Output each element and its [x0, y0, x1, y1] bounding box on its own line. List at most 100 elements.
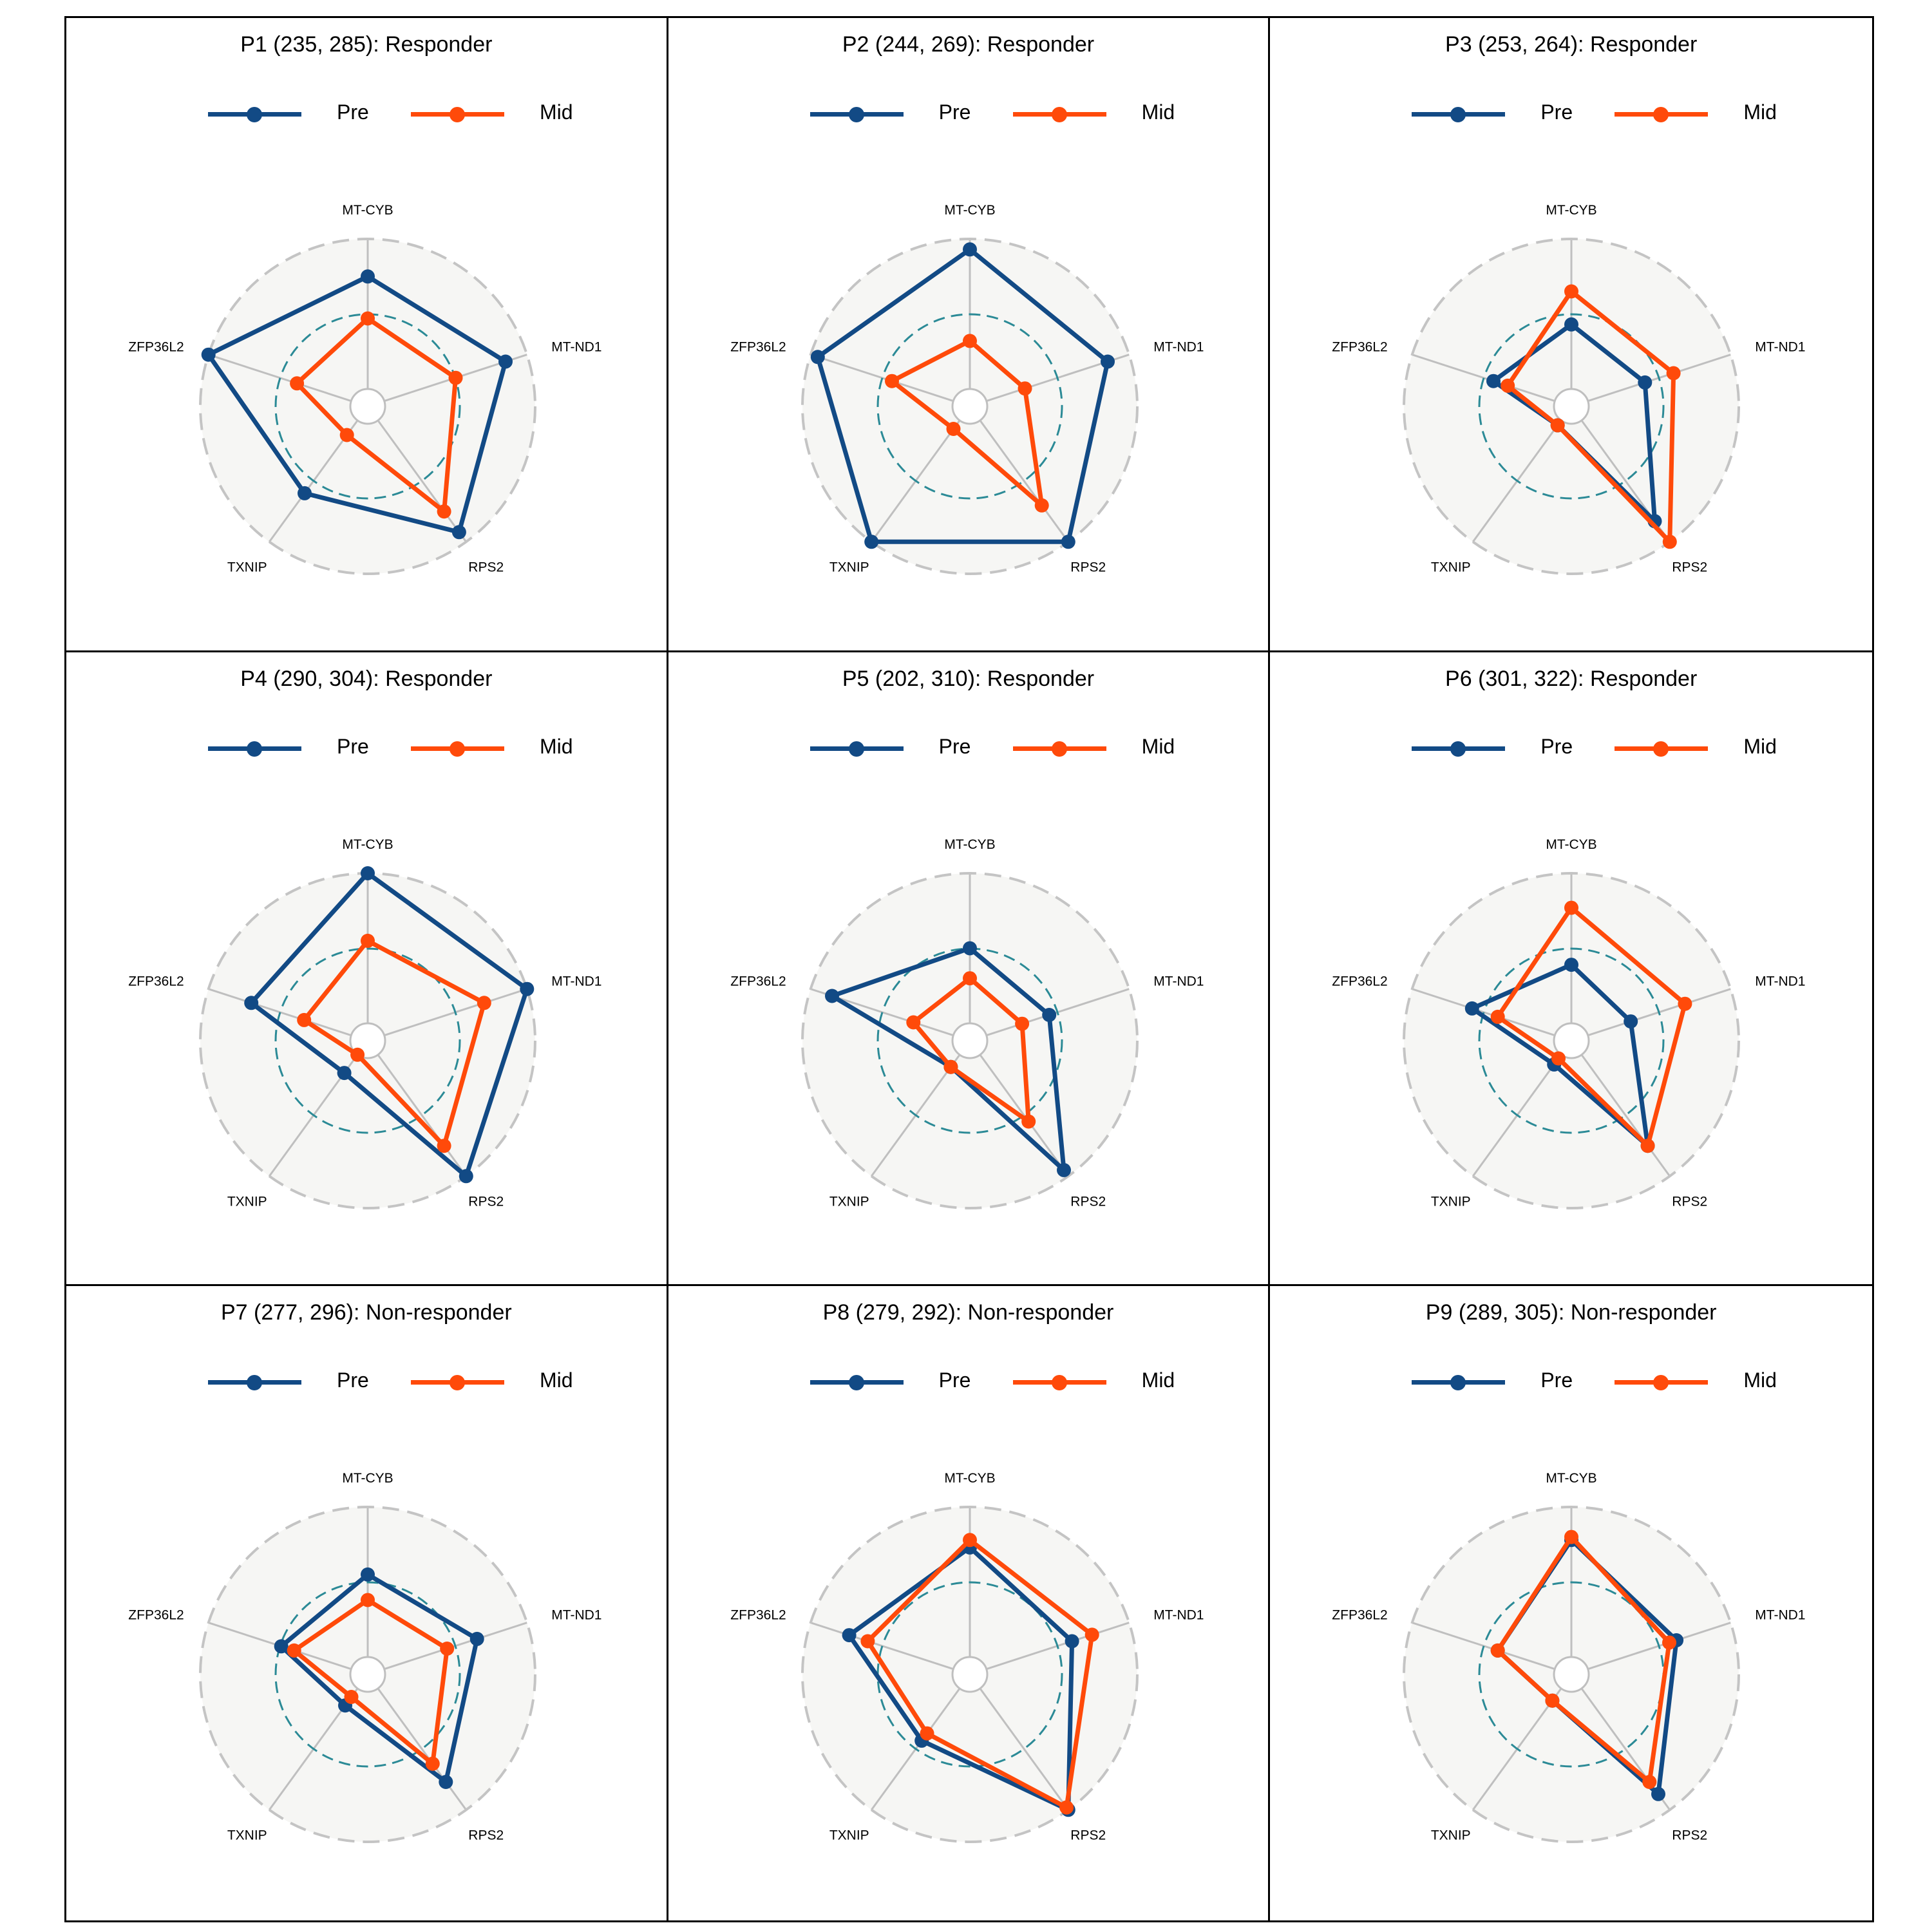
inner-dashed-ring [1478, 313, 1665, 500]
point-mid-rps2 [1642, 1775, 1657, 1790]
legend: Pre Mid [1270, 100, 1872, 126]
legend-marker-pre [247, 107, 262, 122]
series-line-mid [911, 976, 1031, 1124]
point-pre-zfp36l2 [810, 350, 825, 365]
point-mid-txnip [1545, 1694, 1560, 1709]
point-mid-mt-cyb [1564, 900, 1579, 915]
spoke-zfp36l2 [1412, 1622, 1556, 1671]
point-pre-zfp36l2 [201, 347, 216, 362]
axis-label-txnip: TXNIP [1431, 1194, 1471, 1209]
axis-label-mt-nd1: MT-ND1 [551, 339, 601, 354]
legend: Pre Mid [668, 1368, 1269, 1394]
spoke-rps2 [377, 1054, 468, 1177]
point-pre-rps2 [1651, 1787, 1666, 1802]
radar-chart: MT-CYB MT-ND1 RPS2 TXNIP ZFP36L2 [128, 837, 601, 1209]
outer-dashed-ring [800, 238, 1139, 575]
axis-label-mt-nd1: MT-ND1 [1756, 974, 1806, 989]
series-line-pre [846, 1545, 1074, 1813]
axis-label-mt-cyb: MT-CYB [342, 1471, 393, 1486]
axis-label-mt-nd1: MT-ND1 [1153, 1608, 1204, 1623]
point-mid-txnip [920, 1726, 934, 1741]
point-mid-mt-cyb [962, 334, 977, 348]
point-mid-zfp36l2 [1491, 1009, 1506, 1024]
point-mid-zfp36l2 [1501, 378, 1515, 393]
outer-dashed-ring [1403, 238, 1741, 575]
point-pre-mt-cyb [1564, 317, 1579, 332]
axis-label-txnip: TXNIP [227, 560, 267, 575]
legend-marker-pre [848, 741, 864, 757]
point-mid-rps2 [1663, 535, 1678, 549]
legend-marker-pre [848, 1375, 864, 1391]
point-mid-txnip [1551, 1051, 1566, 1066]
axis-label-mt-cyb: MT-CYB [1546, 837, 1597, 852]
axis-label-mt-cyb: MT-CYB [342, 203, 393, 218]
legend-marker-pre [247, 741, 262, 757]
inner-dashed-ring [1478, 947, 1665, 1134]
point-mid-rps2 [437, 504, 451, 519]
point-mid-txnip [946, 422, 961, 436]
legend: Pre Mid [66, 1368, 667, 1394]
point-mid-mt-cyb [361, 1593, 375, 1607]
radar-panel-9: P9 (289, 305): Non-responder Pre Mid MT-CYB… [1270, 1286, 1872, 1920]
point-pre-mt-cyb [361, 866, 375, 880]
axis-label-mt-cyb: MT-CYB [342, 837, 393, 852]
axis-label-mt-cyb: MT-CYB [1546, 1471, 1597, 1486]
legend-label-pre: Pre [337, 1368, 369, 1392]
axis-label-zfp36l2: ZFP36L2 [730, 339, 786, 354]
legend-marker-mid [450, 1375, 465, 1391]
axis-label-mt-cyb: MT-CYB [944, 1471, 995, 1486]
point-mid-rps2 [1034, 498, 1049, 513]
series-line-mid [889, 338, 1044, 508]
point-mid-txnip [344, 1690, 359, 1705]
point-pre-mt-nd1 [1624, 1014, 1638, 1028]
radar-panel-1: P1 (235, 285): Responder Pre Mid MT-CYB MT-N… [66, 18, 668, 652]
point-mid-zfp36l2 [884, 374, 899, 388]
legend-label-pre: Pre [938, 100, 971, 124]
spoke-zfp36l2 [1412, 354, 1556, 402]
outer-dashed-ring [1403, 871, 1741, 1209]
axis-label-mt-nd1: MT-ND1 [1756, 1608, 1806, 1623]
point-mid-mt-cyb [962, 1533, 977, 1548]
point-pre-txnip [298, 486, 312, 500]
point-pre-rps2 [451, 525, 466, 540]
panel-title: P8 (279, 292): Non-responder [822, 1300, 1114, 1325]
axis-label-zfp36l2: ZFP36L2 [1332, 339, 1388, 354]
legend-label-mid: Mid [1141, 1368, 1175, 1392]
legend-label-mid: Mid [1743, 1368, 1777, 1392]
legend-label-pre: Pre [337, 100, 369, 124]
panel-title: P2 (244, 269): Responder [842, 32, 1095, 57]
series-line-mid [294, 316, 458, 514]
point-mid-rps2 [437, 1138, 451, 1153]
point-pre-zfp36l2 [1486, 374, 1501, 388]
axis-label-mt-nd1: MT-ND1 [1153, 974, 1204, 989]
spoke-rps2 [377, 419, 468, 543]
radar-chart: MT-CYB MT-ND1 RPS2 TXNIP ZFP36L2 [128, 203, 601, 575]
radar-chart: MT-CYB MT-ND1 RPS2 TXNIP ZFP36L2 [128, 1471, 601, 1844]
outer-dashed-ring [199, 238, 536, 575]
point-mid-zfp36l2 [297, 1012, 312, 1027]
spoke-zfp36l2 [208, 354, 352, 402]
point-pre-mt-nd1 [1100, 354, 1115, 369]
legend: Pre Mid [668, 735, 1269, 761]
point-mid-mt-cyb [962, 971, 977, 985]
legend-marker-pre [247, 1375, 262, 1391]
legend-marker-mid [1051, 107, 1067, 122]
axis-label-rps2: RPS2 [468, 560, 504, 575]
spoke-rps2 [979, 1054, 1069, 1177]
point-mid-mt-cyb [361, 933, 375, 948]
axis-label-zfp36l2: ZFP36L2 [128, 1608, 184, 1623]
axis-label-zfp36l2: ZFP36L2 [730, 974, 786, 989]
series-line-mid [865, 1538, 1094, 1810]
inner-hole [349, 388, 386, 425]
point-pre-mt-nd1 [469, 1632, 484, 1647]
point-mid-rps2 [1640, 1138, 1655, 1153]
series-line-pre [1470, 962, 1651, 1148]
axis-label-rps2: RPS2 [468, 1828, 504, 1843]
legend-label-pre: Pre [1540, 1368, 1573, 1392]
axis-label-zfp36l2: ZFP36L2 [128, 974, 184, 989]
radar-chart: MT-CYB MT-ND1 RPS2 TXNIP ZFP36L2 [1332, 1471, 1806, 1844]
point-pre-zfp36l2 [1465, 1001, 1480, 1016]
radar-figure-grid: P1 (235, 285): Responder Pre Mid MT-CYB MT-N… [64, 16, 1874, 1922]
point-mid-zfp36l2 [1491, 1643, 1506, 1658]
legend-label-mid: Mid [540, 100, 573, 124]
